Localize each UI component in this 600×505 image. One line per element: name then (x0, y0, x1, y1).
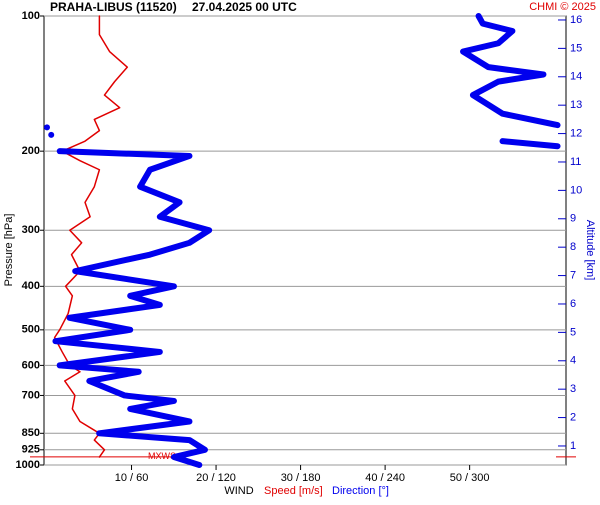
x-tick-label: 30 / 180 (281, 472, 321, 484)
legend-direction: Direction [°] (332, 485, 389, 497)
y-tick-label: 700 (22, 389, 40, 401)
profile-line (460, 13, 561, 129)
y-tick-label: 200 (22, 145, 40, 157)
y-tick-label: 850 (22, 427, 40, 439)
y2-tick-label: 5 (570, 326, 576, 338)
y2-tick-label: 7 (570, 269, 576, 281)
y2-tick-label: 9 (570, 213, 576, 225)
y2-axis-label: Altitude [km] (584, 220, 596, 281)
profile-line (53, 15, 129, 458)
legend-speed: Speed [m/s] (264, 485, 323, 497)
y2-tick-label: 3 (570, 383, 576, 395)
y2-tick-label: 2 (570, 411, 576, 423)
y2-tick-label: 1 (570, 440, 576, 452)
y2-tick-label: 16 (570, 14, 582, 26)
y2-tick-label: 13 (570, 99, 582, 111)
y2-tick-label: 11 (570, 156, 581, 168)
y2-tick-label: 8 (570, 241, 576, 253)
y-tick-label: 300 (22, 224, 40, 236)
y2-tick-label: 6 (570, 298, 576, 310)
y2-tick-label: 10 (570, 184, 582, 196)
chart-title: PRAHA-LIBUS (11520) (50, 0, 177, 14)
x-tick-label: 40 / 240 (365, 472, 405, 484)
y-tick-label: 925 (22, 444, 40, 456)
chart-subtitle: 27.04.2025 00 UTC (192, 0, 297, 14)
y2-tick-label: 4 (570, 355, 576, 367)
y2-tick-label: 15 (570, 42, 582, 54)
y-tick-label: 100 (22, 10, 40, 22)
y-axis-label: Pressure [hPa] (3, 214, 15, 287)
y-tick-label: 1000 (16, 459, 40, 471)
x-tick-label: 10 / 60 (115, 472, 149, 484)
profile-line (52, 148, 213, 468)
x-tick-label: 20 / 120 (196, 472, 236, 484)
y-tick-label: 600 (22, 359, 40, 371)
y2-tick-label: 14 (570, 71, 582, 83)
mxws-label: MXWS (148, 451, 176, 461)
credit: CHMI © 2025 (529, 1, 596, 13)
x-tick-label: 50 / 300 (450, 472, 490, 484)
profile-line (499, 138, 561, 150)
y-tick-label: 400 (22, 280, 40, 292)
y-tick-label: 500 (22, 324, 40, 336)
y2-tick-label: 12 (570, 127, 582, 139)
x-axis-label: WIND (224, 485, 253, 497)
